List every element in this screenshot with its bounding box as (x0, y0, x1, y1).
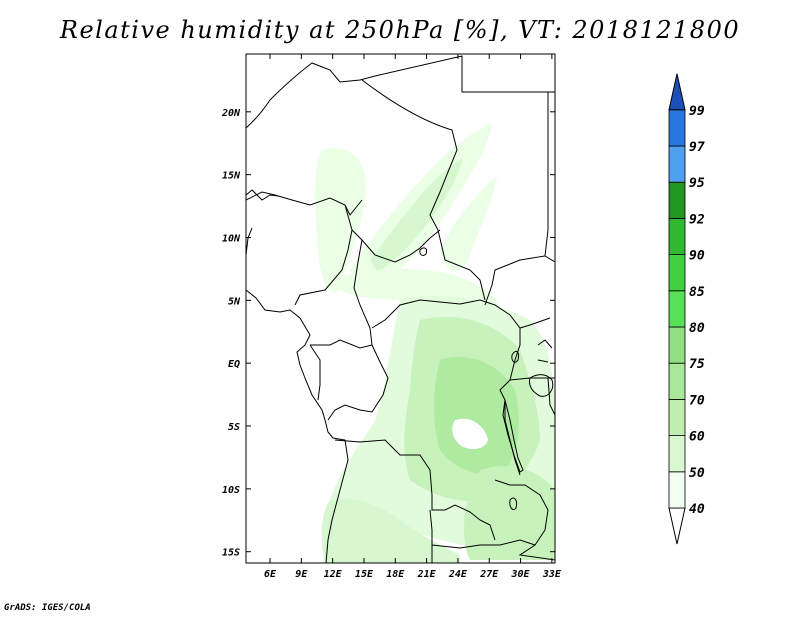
border-niger-south (246, 191, 363, 216)
border-algeria-libya (339, 55, 555, 93)
colorbar-level-label: 90 (689, 249, 705, 264)
border-niger-chad (361, 79, 486, 301)
colorbar-segment (668, 145, 686, 183)
lake-albert (511, 350, 519, 363)
colorbar-segment (668, 254, 686, 292)
lat-tick-label: EQ (228, 359, 240, 370)
colorbar-level-label: 97 (689, 140, 705, 155)
lon-tick-label: 9E (295, 569, 308, 580)
humidity-region-dry-pocket (452, 418, 488, 450)
humidity-region-west-sahel (315, 148, 366, 293)
lat-tick-label: 10S (222, 485, 240, 496)
coastline (246, 62, 341, 129)
colorbar-segment (668, 326, 686, 364)
colorbar-segment (668, 471, 686, 509)
colorbar-over-arrow (668, 73, 686, 111)
lake-chad (419, 247, 427, 256)
map-frame (245, 53, 556, 564)
credit-label: GrADS: IGES/COLA (4, 603, 91, 613)
colorbar-segment (668, 109, 686, 147)
humidity-region-east-band (440, 176, 497, 272)
humidity-region-sahel-south (330, 268, 500, 308)
lon-tick-label: 15E (355, 569, 374, 580)
lon-tick-label: 33E (542, 569, 562, 580)
coastline-gulf (246, 289, 349, 563)
colorbar-level-label: 85 (689, 285, 705, 300)
colorbar-segment (668, 435, 686, 473)
border-congo (309, 344, 389, 421)
lat-tick-label: 10N (222, 233, 241, 244)
lon-tick-label: 27E (479, 569, 499, 580)
lake-victoria (529, 374, 554, 397)
coastline-west (246, 189, 279, 256)
colorbar-level-label: 99 (689, 104, 705, 119)
colorbar-level-label: 92 (689, 212, 705, 227)
lon-tick-label: 12E (324, 569, 343, 580)
colorbar-level-label: 50 (689, 466, 705, 481)
lake-tanganyika (502, 399, 524, 473)
humidity-region-north-band-inner (370, 158, 463, 272)
lat-tick-label: 15S (222, 548, 240, 559)
colorbar-level-label: 40 (689, 502, 705, 517)
border-chad-sudan (484, 92, 555, 306)
border-car (371, 299, 551, 329)
border-drc-angola (334, 439, 496, 541)
east-coast (537, 339, 555, 416)
border-angola-south (429, 509, 536, 563)
lat-tick-label: 15N (222, 171, 241, 182)
lon-tick-label: 21E (417, 569, 437, 580)
lon-tick-label: 24E (448, 569, 468, 580)
colorbar-under-arrow (668, 507, 686, 545)
colorbar-segment (668, 362, 686, 400)
border-nigeria (294, 204, 441, 306)
lat-tick-label: 5S (228, 422, 240, 433)
colorbar-level-label: 75 (689, 357, 705, 372)
border-zambia (494, 479, 555, 561)
colorbar-level-label: 95 (689, 176, 705, 191)
humidity-region-central-strong (434, 356, 519, 474)
humidity-region-southwest (321, 498, 460, 563)
colorbar-segment (668, 217, 686, 255)
border-cameroon (310, 239, 373, 349)
lon-tick-label: 30E (511, 569, 531, 580)
colorbar-segment (668, 181, 686, 219)
boundaries (246, 55, 555, 563)
colorbar-level-label: 70 (689, 393, 705, 408)
colorbar-segment (668, 398, 686, 436)
lon-tick-label: 6E (264, 569, 277, 580)
humidity-region-southeast (464, 466, 555, 560)
colorbar: 40 50 60 70 75 80 85 90 92 95 97 99 (668, 73, 705, 545)
lake-mweru (509, 497, 517, 511)
map-title: Relative humidity at 250hPa [%], VT: 201… (59, 16, 741, 44)
colorbar-level-label: 80 (689, 321, 705, 336)
colorbar-segment (668, 290, 686, 328)
axis-ticks: 6E 9E 12E 15E 18E 21E 24E 27E 30E 33E 20N 15N 10N 5N E… (221, 54, 562, 580)
colorbar-level-label: 60 (689, 430, 705, 445)
lat-tick-label: 5N (228, 296, 241, 307)
lon-tick-label: 18E (386, 569, 405, 580)
lat-tick-label: 20N (221, 108, 241, 119)
humidity-shading (315, 124, 555, 563)
